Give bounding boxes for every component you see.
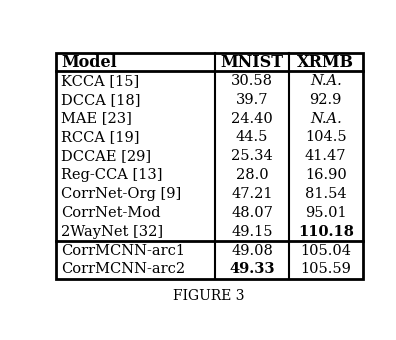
Text: 104.5: 104.5 bbox=[305, 131, 346, 144]
Text: 49.33: 49.33 bbox=[229, 262, 275, 276]
Text: 110.18: 110.18 bbox=[298, 225, 354, 239]
Text: N.A.: N.A. bbox=[310, 112, 342, 125]
Text: 39.7: 39.7 bbox=[236, 93, 268, 107]
Text: FIGURE 3: FIGURE 3 bbox=[173, 289, 245, 303]
Text: 41.47: 41.47 bbox=[305, 149, 346, 163]
Text: N.A.: N.A. bbox=[310, 74, 342, 88]
Text: 81.54: 81.54 bbox=[305, 187, 346, 201]
Text: CorrNet-Org [9]: CorrNet-Org [9] bbox=[61, 187, 181, 201]
Text: 105.59: 105.59 bbox=[300, 262, 351, 276]
Text: CorrMCNN-arc2: CorrMCNN-arc2 bbox=[61, 262, 185, 276]
Text: 28.0: 28.0 bbox=[236, 168, 268, 182]
Text: RCCA [19]: RCCA [19] bbox=[61, 131, 140, 144]
Text: 49.08: 49.08 bbox=[231, 243, 273, 257]
Text: MNIST: MNIST bbox=[221, 53, 284, 70]
Text: DCCAE [29]: DCCAE [29] bbox=[61, 149, 151, 163]
Text: 24.40: 24.40 bbox=[231, 112, 273, 125]
Text: 47.21: 47.21 bbox=[231, 187, 273, 201]
Text: XRMB: XRMB bbox=[297, 53, 354, 70]
Text: 44.5: 44.5 bbox=[236, 131, 268, 144]
Text: 49.15: 49.15 bbox=[231, 225, 273, 239]
Text: 30.58: 30.58 bbox=[231, 74, 273, 88]
Text: CorrMCNN-arc1: CorrMCNN-arc1 bbox=[61, 243, 185, 257]
Text: 2WayNet [32]: 2WayNet [32] bbox=[61, 225, 163, 239]
Text: Reg-CCA [13]: Reg-CCA [13] bbox=[61, 168, 163, 182]
Text: 92.9: 92.9 bbox=[310, 93, 342, 107]
Text: CorrNet-Mod: CorrNet-Mod bbox=[61, 206, 161, 220]
Text: 105.04: 105.04 bbox=[300, 243, 351, 257]
Text: 95.01: 95.01 bbox=[305, 206, 346, 220]
Text: Model: Model bbox=[61, 53, 117, 70]
Text: 48.07: 48.07 bbox=[231, 206, 273, 220]
Text: MAE [23]: MAE [23] bbox=[61, 112, 132, 125]
Text: KCCA [15]: KCCA [15] bbox=[61, 74, 139, 88]
Text: DCCA [18]: DCCA [18] bbox=[61, 93, 141, 107]
Text: 25.34: 25.34 bbox=[231, 149, 273, 163]
Text: 16.90: 16.90 bbox=[305, 168, 346, 182]
